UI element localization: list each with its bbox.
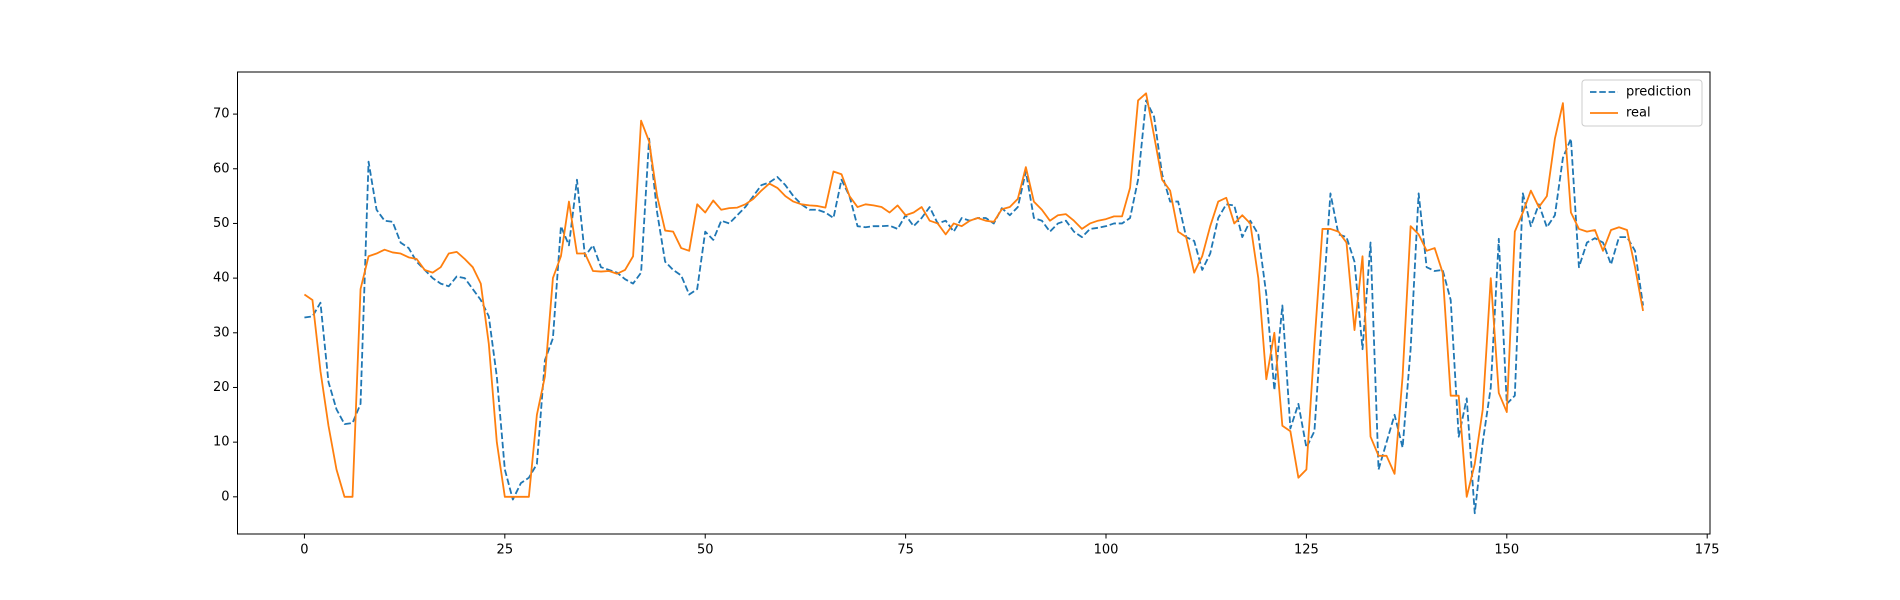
y-tick-label: 50 — [213, 216, 230, 231]
y-tick-label: 70 — [213, 107, 230, 122]
y-tick-label: 30 — [213, 325, 230, 340]
x-tick-label: 100 — [1094, 543, 1119, 558]
x-tick-label: 150 — [1494, 543, 1519, 558]
y-tick-label: 20 — [213, 380, 230, 395]
x-tick-label: 0 — [300, 543, 308, 558]
legend-label: real — [1626, 106, 1651, 121]
x-tick-label: 25 — [497, 543, 514, 558]
x-tick-label: 50 — [697, 543, 714, 558]
legend-label: prediction — [1626, 85, 1691, 100]
x-tick-label: 75 — [897, 543, 914, 558]
data-line — [304, 99, 1644, 515]
y-tick-label: 60 — [213, 161, 230, 176]
data-line — [303, 92, 1644, 498]
y-tick-label: 40 — [213, 271, 230, 286]
y-tick-label: 0 — [221, 489, 229, 504]
x-tick-label: 175 — [1695, 543, 1720, 558]
axes-frame — [237, 71, 1711, 535]
y-tick-label: 10 — [213, 435, 230, 450]
x-tick-label: 125 — [1294, 543, 1319, 558]
